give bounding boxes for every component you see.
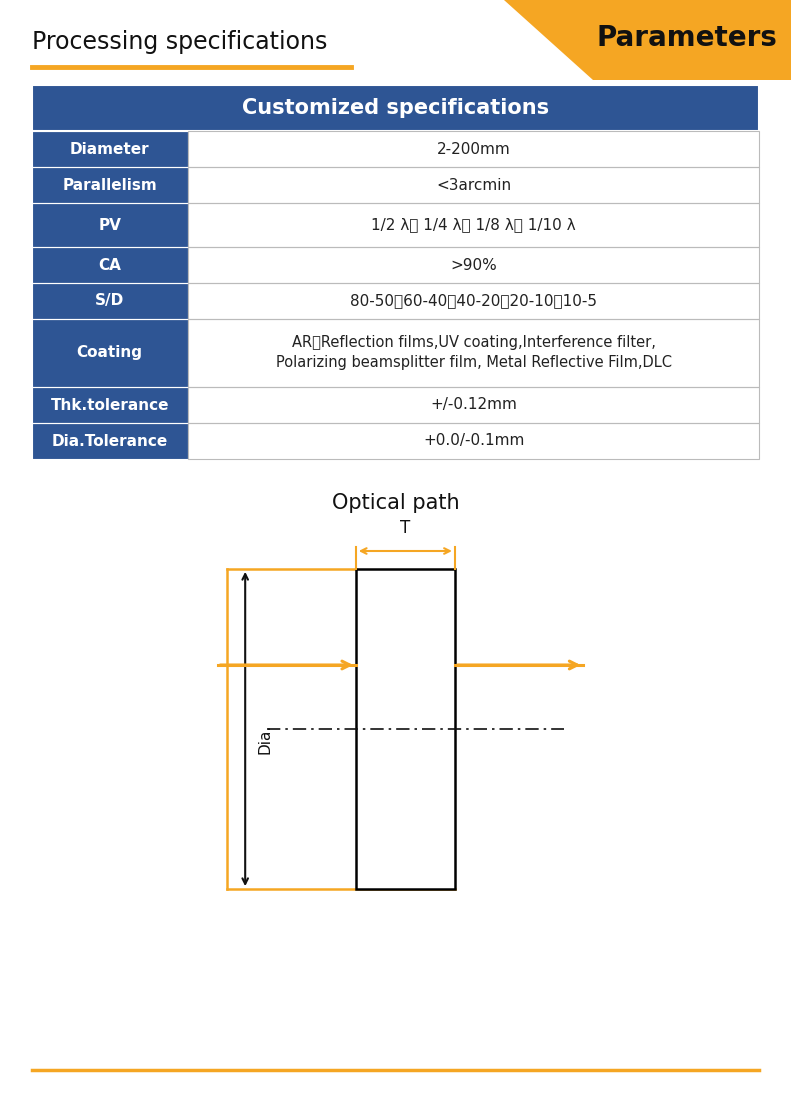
Bar: [32, 424, 188, 459]
Bar: [32, 131, 188, 167]
Bar: [188, 248, 759, 283]
Text: 2-200mm: 2-200mm: [437, 142, 510, 156]
Bar: [32, 319, 188, 387]
Bar: [32, 204, 188, 248]
Text: Polarizing beamsplitter film, Metal Reflective Film,DLC: Polarizing beamsplitter film, Metal Refl…: [275, 355, 671, 371]
Bar: [32, 167, 188, 204]
Bar: [32, 283, 188, 319]
Bar: [188, 167, 759, 204]
Bar: [32, 248, 188, 283]
Bar: [188, 204, 759, 248]
Bar: [188, 131, 759, 167]
Text: +/-0.12mm: +/-0.12mm: [430, 397, 517, 412]
Text: Diameter: Diameter: [70, 142, 150, 156]
Bar: [32, 387, 188, 424]
Bar: [188, 131, 759, 167]
Bar: [188, 319, 759, 387]
Text: >90%: >90%: [450, 257, 497, 273]
Bar: [32, 85, 759, 131]
Text: <3arcmin: <3arcmin: [436, 177, 511, 192]
Text: Parallelism: Parallelism: [62, 177, 157, 192]
Bar: [188, 424, 759, 459]
Text: S/D: S/D: [95, 294, 124, 308]
Bar: [188, 204, 759, 248]
Bar: [188, 424, 759, 459]
Text: Customized specifications: Customized specifications: [242, 98, 549, 118]
Bar: [32, 131, 188, 167]
Bar: [356, 569, 454, 889]
Bar: [188, 167, 759, 204]
Text: Dia.: Dia.: [257, 724, 272, 755]
Bar: [188, 248, 759, 283]
Text: +0.0/-0.1mm: +0.0/-0.1mm: [423, 433, 524, 449]
Bar: [32, 248, 188, 283]
Text: AR、Reflection films,UV coating,Interference filter,: AR、Reflection films,UV coating,Interfere…: [292, 336, 655, 351]
Bar: [32, 387, 188, 424]
Text: T: T: [400, 519, 410, 537]
Bar: [32, 424, 188, 459]
Bar: [32, 167, 188, 204]
Text: Optical path: Optical path: [332, 493, 459, 513]
Text: Dia.Tolerance: Dia.Tolerance: [52, 433, 168, 449]
Text: PV: PV: [98, 218, 121, 232]
Bar: [188, 283, 759, 319]
Bar: [32, 85, 759, 131]
Bar: [188, 387, 759, 424]
Text: Parameters: Parameters: [597, 24, 778, 52]
Text: Coating: Coating: [77, 345, 142, 361]
Polygon shape: [504, 0, 791, 80]
Text: CA: CA: [98, 257, 121, 273]
Bar: [32, 283, 188, 319]
Text: 80-50、60-40、40-20、20-10、10-5: 80-50、60-40、40-20、20-10、10-5: [350, 294, 597, 308]
Bar: [188, 319, 759, 387]
Text: Thk.tolerance: Thk.tolerance: [50, 397, 169, 412]
Bar: [188, 387, 759, 424]
Bar: [32, 204, 188, 248]
Text: Processing specifications: Processing specifications: [32, 30, 327, 54]
Text: 1/2 λ、 1/4 λ、 1/8 λ、 1/10 λ: 1/2 λ、 1/4 λ、 1/8 λ、 1/10 λ: [371, 218, 576, 232]
Bar: [188, 283, 759, 319]
Bar: [32, 319, 188, 387]
